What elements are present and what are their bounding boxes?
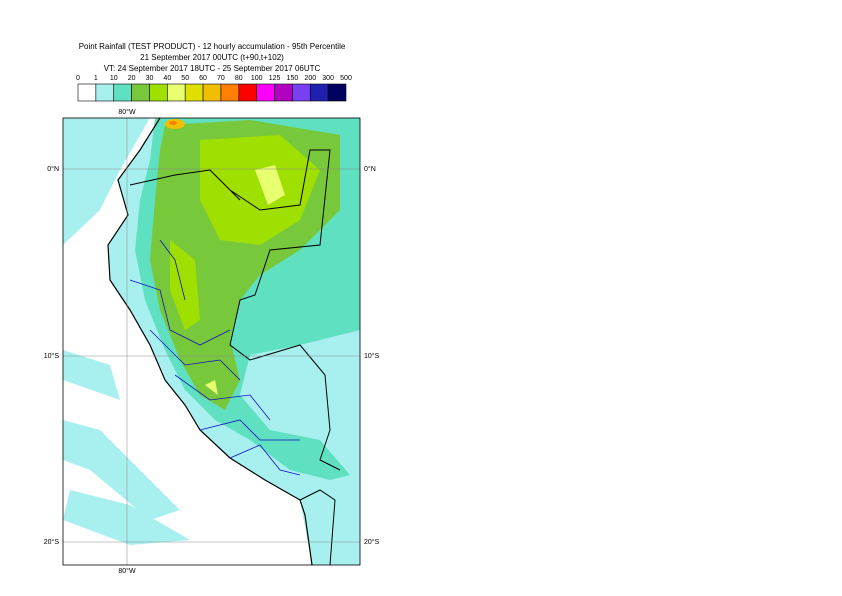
- legend-swatch: [131, 83, 150, 102]
- title-line: Point Rainfall (TEST PRODUCT) - 12 hourl…: [79, 42, 346, 51]
- legend-swatch: [220, 83, 240, 102]
- title-line: 21 September 2017 00UTC (t+90,t+102): [140, 53, 284, 62]
- legend-threshold: 10: [110, 75, 118, 82]
- legend-swatch: [167, 83, 186, 102]
- legend-threshold: 30: [146, 75, 154, 82]
- legend-swatch: [256, 83, 275, 102]
- legend-swatch: [238, 83, 257, 102]
- legend-swatch: [309, 83, 329, 102]
- rain-field: [63, 118, 360, 565]
- rain-30: [170, 135, 320, 330]
- legend-threshold: 20: [128, 75, 136, 82]
- lat-label: 10°S: [364, 352, 380, 360]
- legend-threshold: 80: [235, 75, 243, 82]
- legend-threshold: 1: [94, 75, 98, 82]
- legend: 0 1 10 20 30 40 50 60 70 80 100 125 150 200 300 500: [76, 75, 352, 102]
- country-border: [129, 149, 341, 565]
- legend-threshold: 300: [322, 75, 334, 82]
- title-line: VT: 24 September 2017 18UTC - 25 Septemb…: [104, 64, 321, 73]
- legend-threshold: 60: [199, 75, 207, 82]
- legend-threshold: 50: [181, 75, 189, 82]
- sea-band: [63, 350, 190, 545]
- region-border: [129, 239, 301, 476]
- legend-swatch: [149, 83, 168, 102]
- legend-threshold: 150: [287, 75, 299, 82]
- lon-label: 80°W: [118, 567, 136, 575]
- lon-label: 80°W: [118, 108, 136, 116]
- lat-label: 0°N: [47, 165, 59, 173]
- map: 80°W 80°W 0°N 0°N 10°S 10°S 20°S 20°S: [44, 108, 380, 575]
- rain-70: [169, 121, 177, 125]
- legend-swatch: [184, 83, 204, 102]
- legend-threshold: 500: [340, 75, 352, 82]
- legend-threshold: 0: [76, 75, 80, 82]
- legend-swatch: [77, 83, 97, 102]
- legend-swatch: [202, 83, 222, 102]
- legend-swatch: [292, 83, 311, 102]
- legend-threshold: 100: [251, 75, 263, 82]
- legend-threshold: 70: [217, 75, 225, 82]
- legend-threshold: 125: [269, 75, 281, 82]
- rain-40: [205, 165, 285, 395]
- lat-label: 0°N: [364, 165, 376, 173]
- legend-swatch: [274, 83, 293, 102]
- legend-swatch: [327, 83, 347, 102]
- map-frame: [62, 117, 361, 566]
- sea-band: [63, 118, 150, 245]
- lat-label: 10°S: [44, 352, 60, 360]
- legend-swatch: [95, 83, 115, 102]
- legend-swatch: [113, 83, 132, 102]
- lat-label: 20°S: [364, 538, 380, 546]
- coastline: [107, 118, 313, 565]
- lat-label: 20°S: [44, 538, 60, 546]
- title-block: Point Rainfall (TEST PRODUCT) - 12 hourl…: [79, 42, 346, 73]
- legend-threshold: 40: [163, 75, 171, 82]
- legend-threshold: 200: [304, 75, 316, 82]
